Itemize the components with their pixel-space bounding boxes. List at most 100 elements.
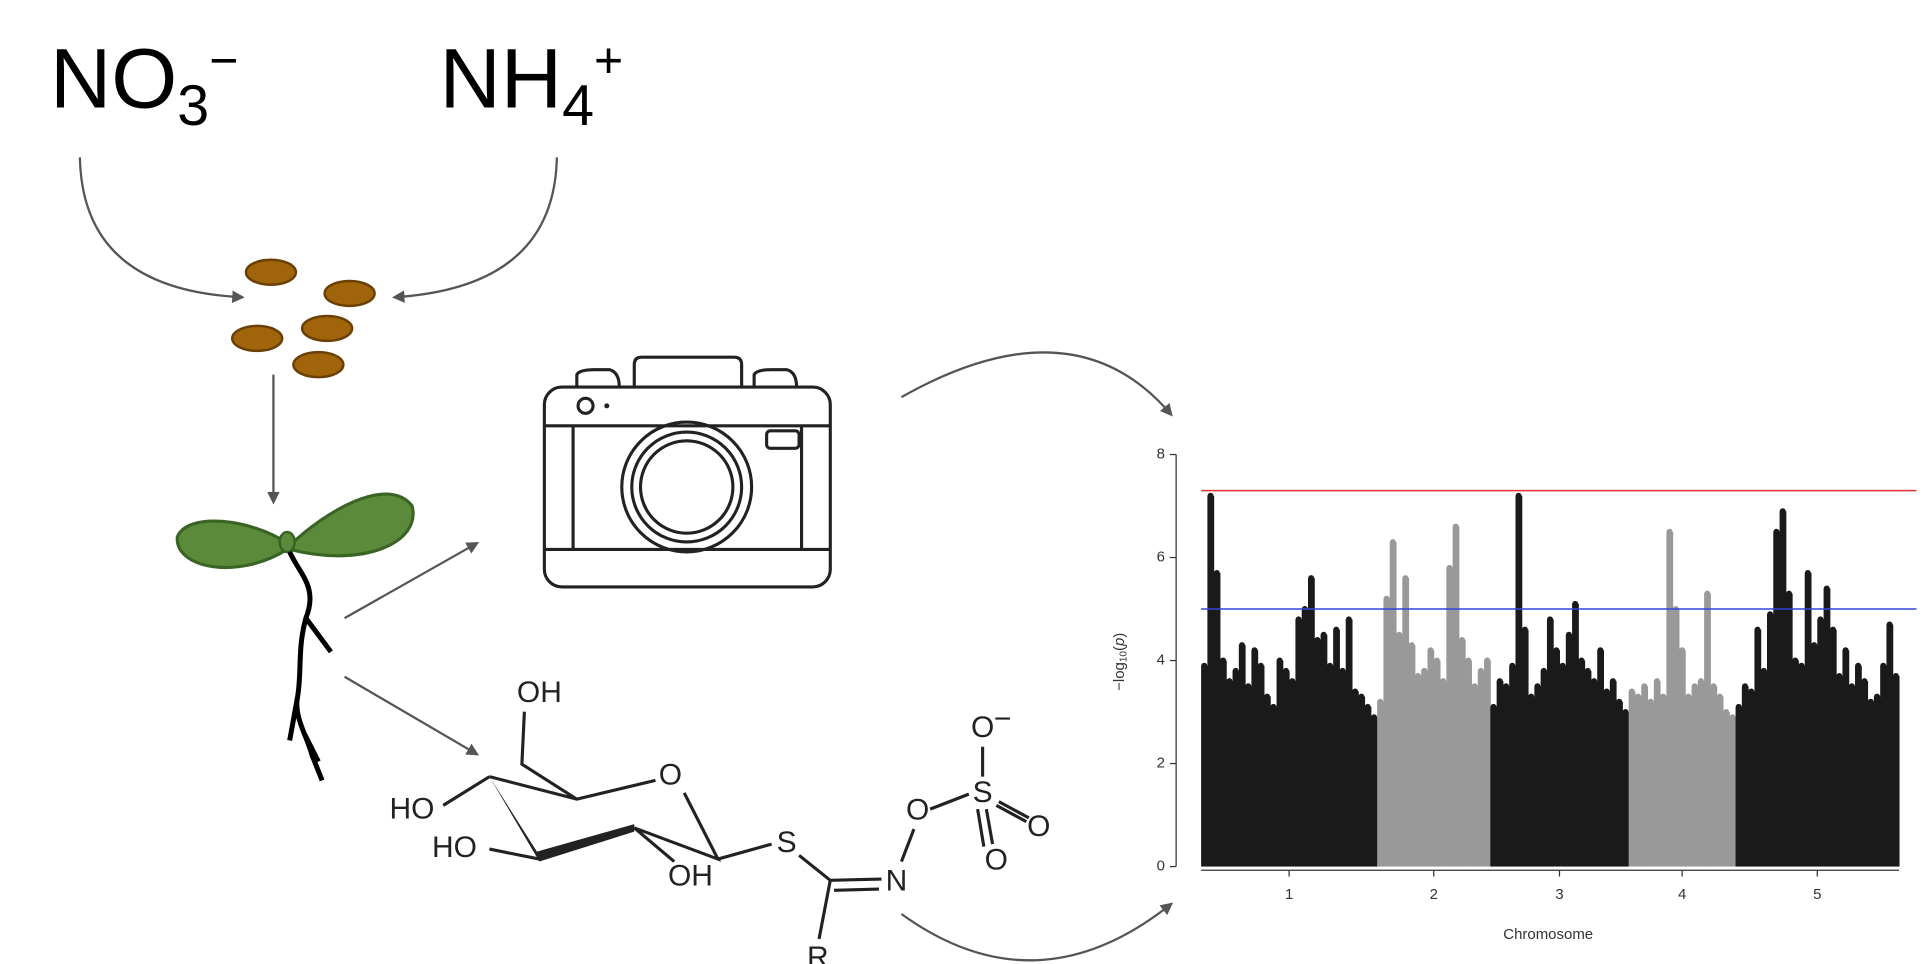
atom-label: R [807, 941, 829, 964]
snp-point [1867, 698, 1874, 705]
snp-column [1414, 675, 1422, 867]
snp-column [1251, 650, 1259, 867]
atom-label: S [777, 826, 797, 859]
snp-column [1263, 696, 1271, 867]
snp-column [1546, 619, 1554, 867]
nitrate: NO3− [50, 30, 238, 137]
snp-point [1251, 647, 1258, 654]
snp-point [1760, 667, 1767, 674]
snp-point [1547, 616, 1554, 623]
x-tick-label: 1 [1285, 886, 1293, 903]
snp-column [1792, 660, 1799, 867]
snp-point [1804, 569, 1811, 576]
snp-point [1484, 657, 1491, 664]
snp-column [1880, 665, 1887, 867]
snp-point [1257, 662, 1264, 669]
snp-point [1276, 657, 1283, 664]
ion-charge: − [209, 32, 238, 88]
y-label-part: ( [1111, 646, 1128, 651]
snp-point [1433, 657, 1440, 664]
snp-point [1503, 683, 1510, 690]
snp-point [1289, 678, 1296, 685]
atom-label: HO [432, 831, 477, 864]
snp-column [1704, 593, 1711, 867]
snp-column [1559, 665, 1567, 867]
snp-column [1867, 701, 1875, 867]
snp-column [1660, 696, 1667, 867]
snp-column [1685, 696, 1693, 867]
snp-point [1308, 575, 1315, 582]
snp-point [1842, 647, 1849, 654]
snp-point [1697, 678, 1704, 685]
snp-column [1289, 681, 1296, 867]
snp-column [1748, 691, 1755, 867]
snp-point [1716, 693, 1723, 700]
snp-point [1735, 703, 1742, 710]
snp-point [1440, 678, 1447, 685]
snp-point [1540, 667, 1547, 674]
atom-label: OH [517, 676, 562, 709]
snp-point [1786, 590, 1792, 597]
atom-label: S [973, 776, 993, 809]
snp-point [1314, 636, 1321, 643]
snp-column [1484, 660, 1491, 867]
ion-sub: 4 [562, 74, 594, 138]
y-label-part: ) [1111, 633, 1128, 638]
y-label-part: −log [1111, 662, 1128, 691]
snp-point [1874, 693, 1881, 700]
seedling [175, 492, 415, 782]
snp-point [1396, 631, 1403, 638]
snp-point [1886, 621, 1893, 628]
snp-column [1276, 660, 1284, 867]
snp-column [1578, 660, 1586, 867]
snp-column [1722, 712, 1730, 867]
snp-point [1201, 662, 1208, 669]
snp-column [1766, 614, 1774, 867]
snp-column [1402, 578, 1410, 867]
snp-column [1232, 670, 1240, 867]
y-tick-label: 8 [1157, 445, 1165, 462]
snp-point [1226, 678, 1233, 685]
snp-column [1333, 629, 1340, 867]
snp-point [1704, 590, 1711, 597]
snp-point [1591, 678, 1598, 685]
snp-point [1584, 667, 1591, 674]
snp-point [1641, 683, 1648, 690]
snp-point [1817, 616, 1824, 623]
snp-column [1735, 706, 1743, 867]
snp-point [1609, 678, 1616, 685]
snp-column [1477, 670, 1485, 867]
snp-column [1408, 645, 1416, 867]
atom-label: O [971, 711, 994, 744]
atom-label: OH [668, 860, 713, 893]
atom-label: O [906, 794, 929, 827]
snp-point [1515, 492, 1522, 499]
snp-point [1660, 693, 1667, 700]
ammonium: NH4+ [439, 30, 623, 137]
snp-column [1760, 670, 1768, 867]
snp-column [1540, 670, 1548, 867]
snp-column [1314, 639, 1322, 867]
snp-point [1848, 683, 1855, 690]
snp-point [1238, 642, 1245, 649]
snp-point [1767, 611, 1774, 618]
snp-column [1678, 650, 1686, 867]
snp-point [1798, 662, 1805, 669]
camera [542, 355, 832, 589]
snp-point [1741, 683, 1748, 690]
snp-column [1565, 634, 1573, 867]
snp-column [1848, 686, 1856, 867]
snp-column [1861, 681, 1869, 867]
snp-point [1729, 714, 1736, 721]
snp-point [1773, 528, 1780, 535]
snp-column [1666, 531, 1674, 867]
snp-column [1245, 686, 1252, 867]
snp-column [1339, 670, 1347, 867]
snp-point [1565, 631, 1572, 638]
snp-point [1345, 616, 1352, 623]
snp-point [1427, 647, 1434, 654]
snp-point [1616, 698, 1623, 705]
snp-point [1792, 657, 1799, 664]
snp-point [1572, 600, 1579, 607]
snp-column [1320, 634, 1328, 867]
